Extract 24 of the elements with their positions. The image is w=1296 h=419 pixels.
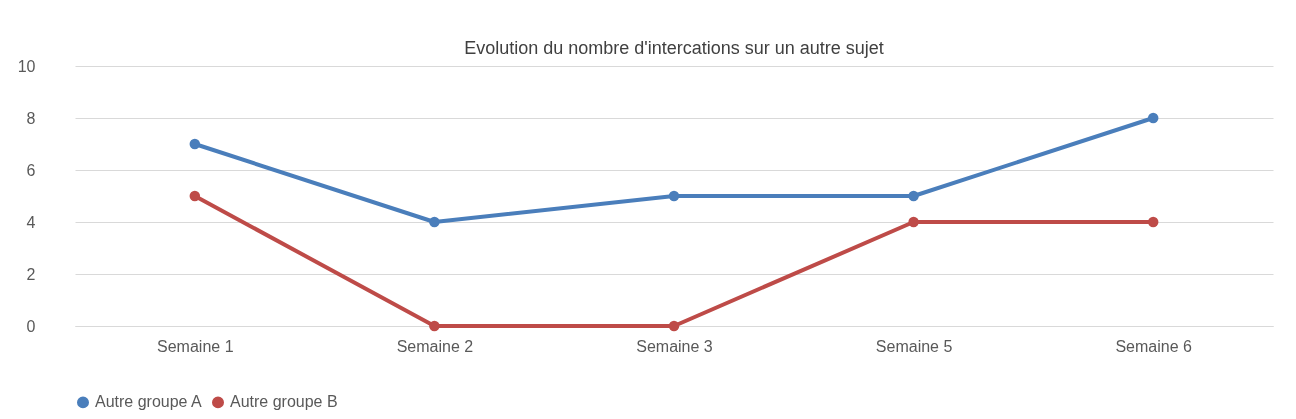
x-tick-label: Semaine 3 — [636, 337, 713, 355]
legend-label: Autre groupe A — [95, 393, 203, 411]
point — [189, 138, 201, 150]
point — [1147, 216, 1159, 228]
y-tick-label: 2 — [26, 265, 36, 283]
x-tick-label: Semaine 2 — [396, 337, 474, 355]
y-tick-label: 6 — [26, 161, 36, 179]
point — [668, 190, 680, 202]
point — [668, 320, 680, 332]
y-tick-label: 4 — [26, 213, 36, 231]
point — [189, 190, 201, 202]
point — [429, 216, 440, 228]
legend-label: Autre groupe B — [230, 393, 338, 411]
x-tick-label: Semaine 6 — [1115, 337, 1193, 355]
chart-title: Evolution du nombre d'intercations sur un autre sujet — [464, 38, 884, 58]
y-tick-label: 8 — [26, 109, 36, 127]
x-tick-label: Semaine 1 — [157, 337, 234, 355]
y-tick-label: 10 — [17, 57, 36, 75]
point — [429, 320, 440, 332]
y-tick-label: 0 — [26, 317, 36, 335]
x-tick-label: Semaine 5 — [875, 337, 953, 355]
point — [908, 190, 919, 202]
point — [1147, 112, 1159, 124]
point — [908, 216, 919, 228]
